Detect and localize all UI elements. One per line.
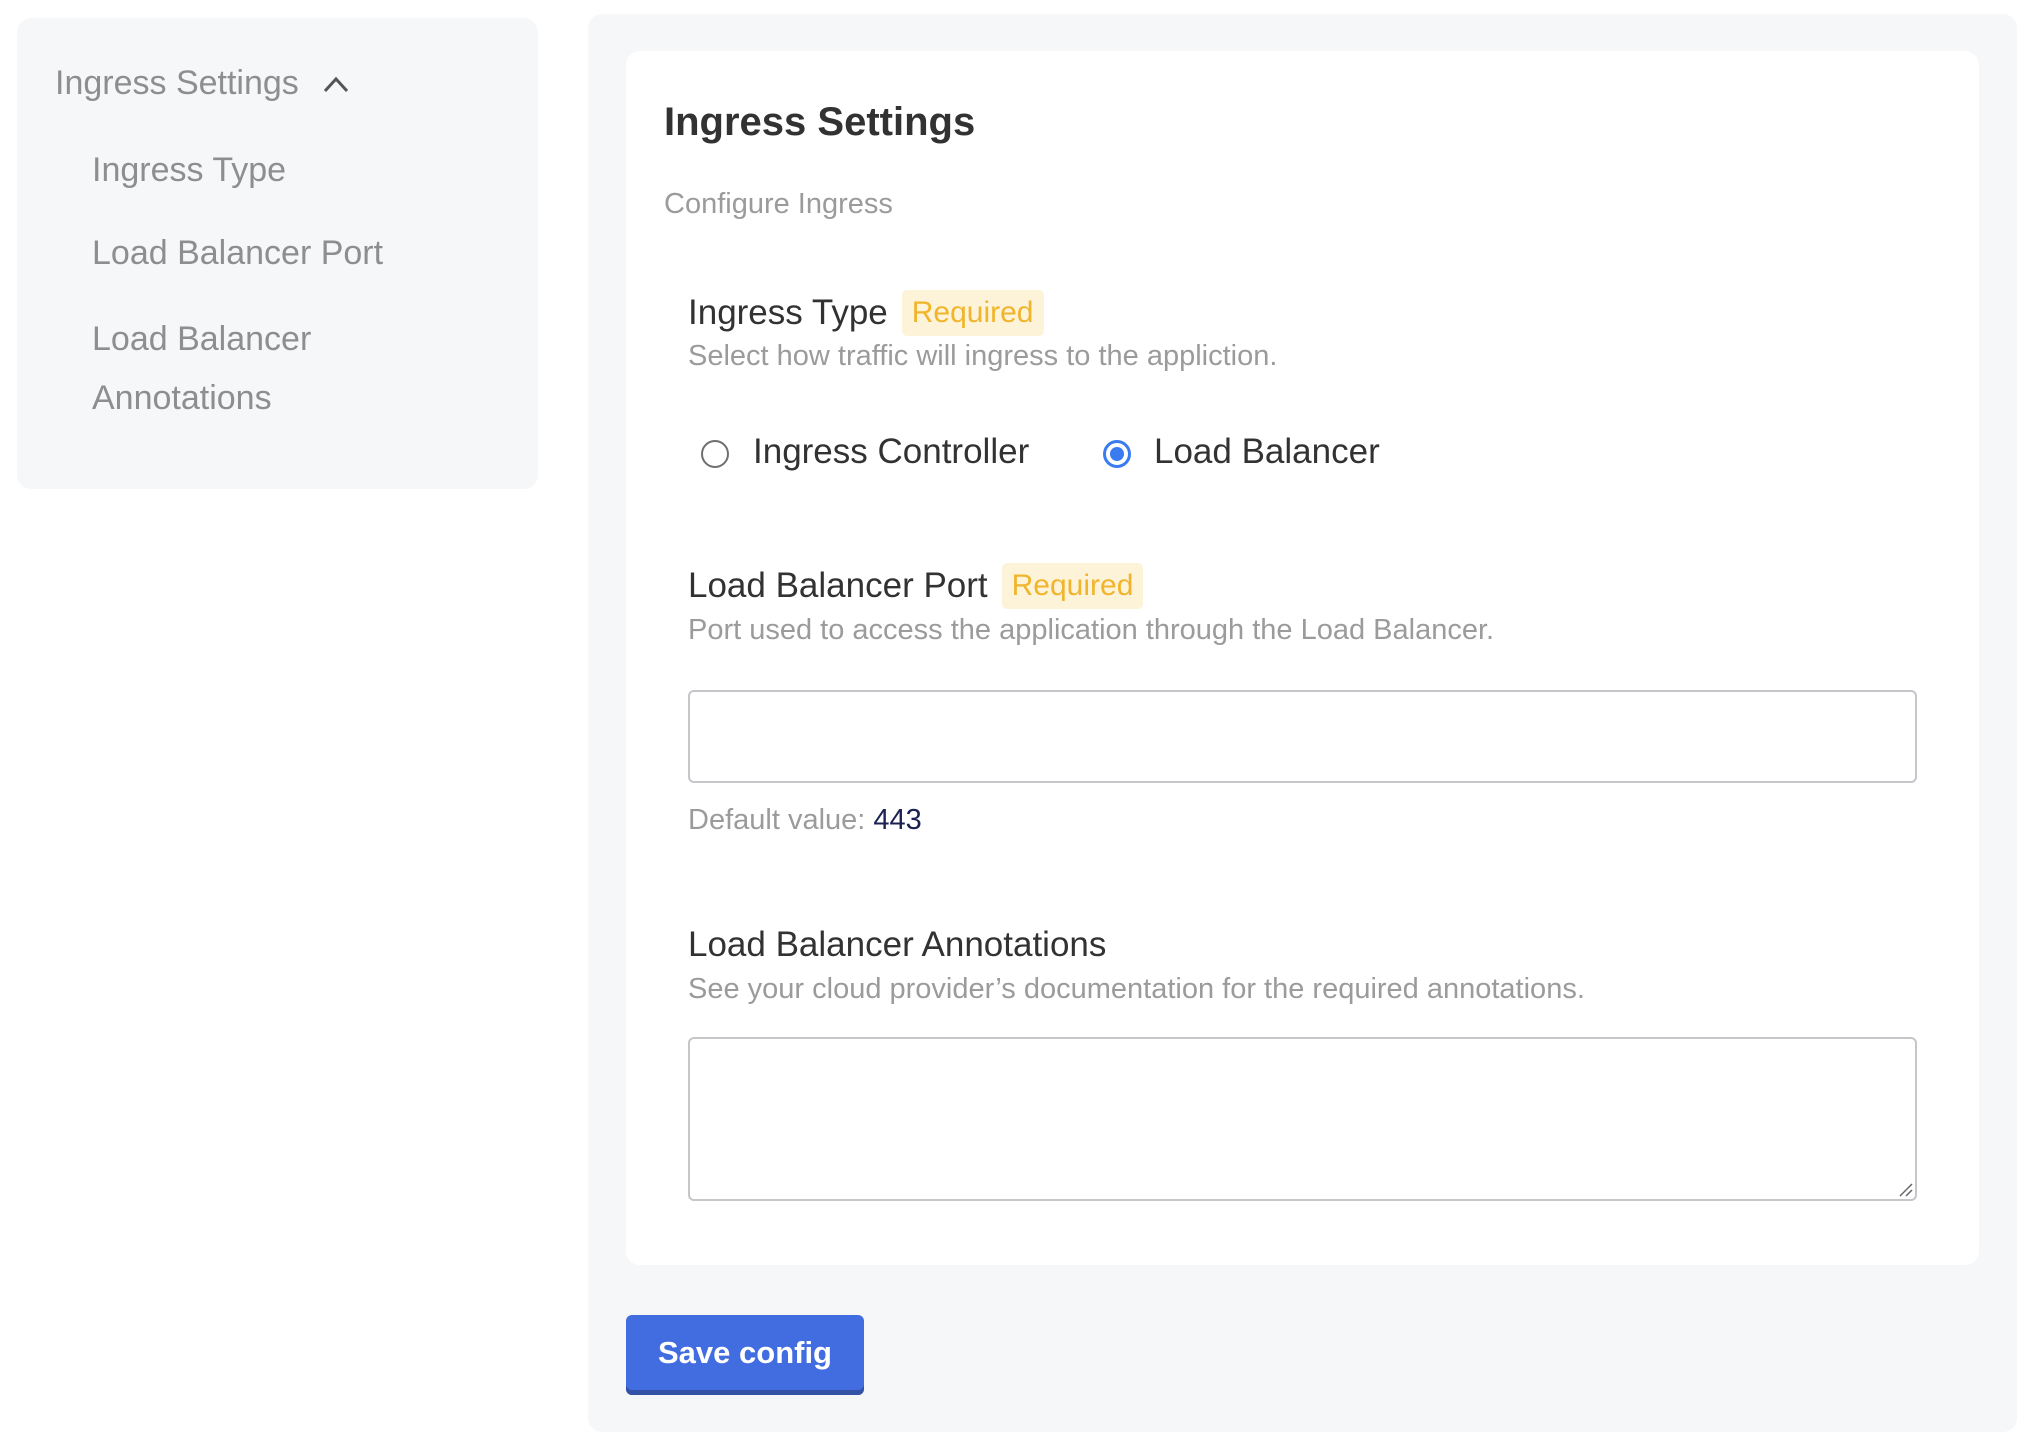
lb-annotations-textarea[interactable] xyxy=(688,1037,1917,1201)
sidebar-item-load-balancer-port[interactable]: Load Balancer Port xyxy=(92,234,384,272)
sidebar-group-ingress-settings[interactable]: Ingress Settings xyxy=(55,64,299,102)
required-badge: Required xyxy=(1001,563,1144,609)
radio-load-balancer[interactable] xyxy=(1103,440,1131,468)
default-value-label: Default value: xyxy=(688,804,866,836)
save-config-button[interactable]: Save config xyxy=(626,1315,864,1395)
lb-annotations-label: Load Balancer Annotations xyxy=(688,925,1106,965)
radio-ingress-controller[interactable] xyxy=(701,440,729,468)
sidebar xyxy=(17,18,538,489)
page-title: Ingress Settings xyxy=(664,100,976,144)
field-label: Ingress Type xyxy=(688,293,888,332)
field-label: Load Balancer Port xyxy=(688,566,988,605)
default-value-text: Default value: 443 xyxy=(688,804,922,837)
radio-label-ingress-controller[interactable]: Ingress Controller xyxy=(753,432,1030,471)
lb-port-label: Load Balancer Port Required xyxy=(688,563,1144,609)
page-subtitle: Configure Ingress xyxy=(664,188,893,220)
resize-grip-icon[interactable] xyxy=(1897,1181,1913,1197)
sidebar-item-load-balancer-annotations[interactable]: Load Balancer Annotations xyxy=(92,319,311,418)
lb-port-input[interactable] xyxy=(688,690,1917,783)
sidebar-item-label: Annotations xyxy=(92,379,272,417)
radio-label-load-balancer[interactable]: Load Balancer xyxy=(1154,432,1380,471)
sidebar-item-label: Load Balancer xyxy=(92,320,312,358)
sidebar-item-ingress-type[interactable]: Ingress Type xyxy=(92,151,287,189)
lb-annotations-description: See your cloud provider’s documentation … xyxy=(688,973,1585,1005)
default-value: 443 xyxy=(873,804,922,836)
chevron-up-icon[interactable] xyxy=(322,74,350,94)
ingress-type-description: Select how traffic will ingress to the a… xyxy=(688,340,1278,372)
ingress-type-label: Ingress Type Required xyxy=(688,290,1044,336)
field-label: Load Balancer Annotations xyxy=(688,925,1107,964)
required-badge: Required xyxy=(901,290,1044,336)
lb-port-description: Port used to access the application thro… xyxy=(688,614,1495,646)
